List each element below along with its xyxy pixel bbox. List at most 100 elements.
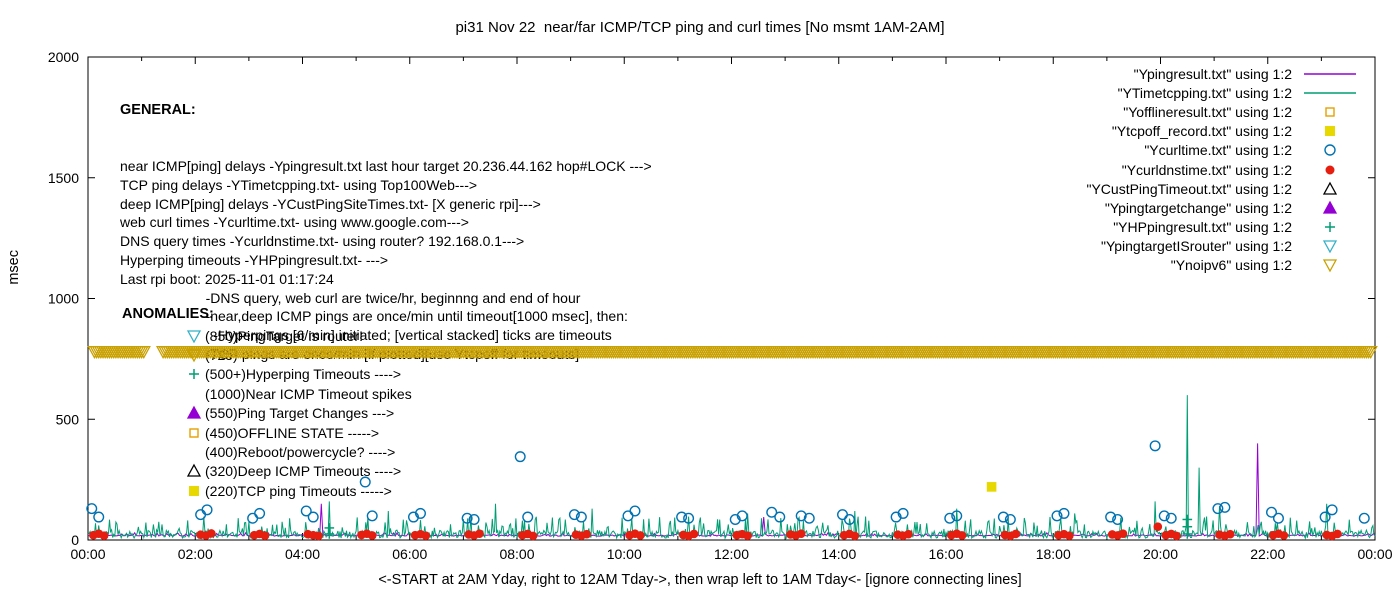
point-marker [93,511,105,523]
point-marker [307,511,319,523]
anomaly-label: (850)PingTarget is router! [205,327,363,344]
point-marker [766,506,778,518]
point-marker [247,512,259,524]
anomaly-item: (500+)Hyperping Timeouts ----> [186,365,412,384]
point-marker [729,513,741,525]
point-marker [1172,531,1181,541]
anomaly-label: (500+)Hyperping Timeouts ----> [205,366,402,383]
point-marker [1105,511,1117,523]
point-marker [136,345,151,359]
legend-item-Ynoipv6: "Ynoipv6" using 1:2 [1086,256,1358,275]
legend-label: "Ycurldnstime.txt" using 1:2 [1121,161,1292,178]
point-marker [1266,506,1278,518]
y-tick-label: 500 [56,411,80,427]
point-marker [461,512,473,524]
anomaly-item: (1000)Near ICMP Timeout spikes [186,384,412,403]
legend-item-Ypingtargetchange: "Ypingtargetchange" using 1:2 [1086,198,1358,217]
plot-border [87,56,1376,541]
x-tick-label: 22:00 [1250,546,1285,562]
point-marker [189,427,199,438]
point-marker [1319,511,1331,523]
anomaly-item: (450)OFFLINE STATE -----> [186,423,412,442]
point-marker [890,511,902,523]
legend: "Ypingresult.txt" using 1:2 "YTimetcpping… [1086,64,1358,275]
point-marker [837,509,849,521]
point-marker [414,507,426,519]
point-marker [1011,529,1021,539]
point-marker [1324,144,1336,157]
point-marker [1325,107,1335,117]
x-tick-label: 00:00 [70,546,105,562]
x-tick-label: 14:00 [821,546,856,562]
anomaly-label: (1000)Near ICMP Timeout spikes [205,385,412,402]
legend-label: "Ytcpoff_record.txt" using 1:2 [1111,123,1292,140]
legend-label: "Ycurltime.txt" using 1:2 [1144,142,1292,159]
point-marker [1112,513,1124,525]
square-filled-legend-marker [1325,126,1335,137]
x-axis-label: <-START at 2AM Yday, right to 12AM Tday-… [378,572,1022,588]
line-legend-marker [1304,72,1356,75]
point-marker [1272,512,1284,524]
point-marker [1322,259,1338,273]
plus-legend-marker [1325,222,1335,233]
point-marker [676,511,688,523]
legend-item-YCustPingTimeout: "YCustPingTimeout.txt" using 1:2 [1086,179,1358,198]
point-marker [1322,240,1338,254]
series-YHPpingresult [324,514,1193,539]
point-marker [843,513,855,525]
point-marker [1065,531,1074,540]
x-tick-label: 16:00 [928,546,963,562]
point-marker [774,511,786,523]
point-marker [1326,504,1338,516]
point-marker [1158,510,1170,522]
note-line: -Hyperpings [6/min] initiated; [vertical… [120,327,612,344]
point-marker [1322,181,1338,195]
point-marker [186,464,202,478]
point-marker [1118,529,1128,539]
chart-title: pi31 Nov 22 near/far ICMP/TCP ping and c… [455,19,945,36]
general-heading: GENERAL: [120,101,196,118]
point-marker [803,512,815,524]
x-tick-label: 12:00 [714,546,749,562]
point-marker [207,529,216,538]
point-marker [1051,510,1063,522]
point-marker [1212,503,1224,515]
note-line: near ICMP[ping] delays -Ypingresult.txt … [120,157,652,174]
triangle-down-open-legend-marker [1322,240,1338,254]
point-marker [1219,501,1231,513]
plus-icon [189,369,199,380]
point-marker [689,529,699,539]
square-open-legend-marker [1325,107,1335,117]
y-tick-label: 1000 [48,291,79,307]
legend-label: "YHPpingresult.txt" using 1:2 [1113,219,1292,236]
point-marker [468,513,480,525]
series-Ycurldnstime [89,522,1342,541]
x-tick-label: 00:00 [1357,546,1392,562]
point-marker [260,531,270,540]
point-marker [796,529,806,539]
x-tick-label: 20:00 [1143,546,1178,562]
legend-item-Ycurldnstime: "Ycurldnstime.txt" using 1:2 [1086,160,1358,179]
point-marker [850,531,860,541]
anomaly-item: (850)PingTarget is router! [186,326,412,345]
legend-label: "Ynoipv6" using 1:2 [1170,257,1292,274]
point-marker [254,507,266,519]
legend-label: "YpingtargetISrouter" using 1:2 [1100,238,1292,255]
legend-label: "Ypingtargetchange" using 1:2 [1104,199,1292,216]
point-marker [99,531,109,540]
series-line [87,395,1376,540]
point-marker [186,405,202,419]
note-line: Hyperping timeouts -YHPpingresult.txt- -… [120,251,389,268]
note-line: -DNS query, web curl are twice/hr, begin… [120,289,581,306]
point-marker [314,531,323,541]
legend-item-Ycurltime: "Ycurltime.txt" using 1:2 [1086,141,1358,160]
y-tick-label: 2000 [48,49,79,65]
point-marker [1004,513,1016,525]
point-marker [582,529,592,539]
triangle-down-open-legend-marker [1322,259,1338,273]
x-tick-label: 18:00 [1036,546,1071,562]
point-marker [421,531,431,540]
legend-label: "Yofflineresult.txt" using 1:2 [1123,103,1292,120]
